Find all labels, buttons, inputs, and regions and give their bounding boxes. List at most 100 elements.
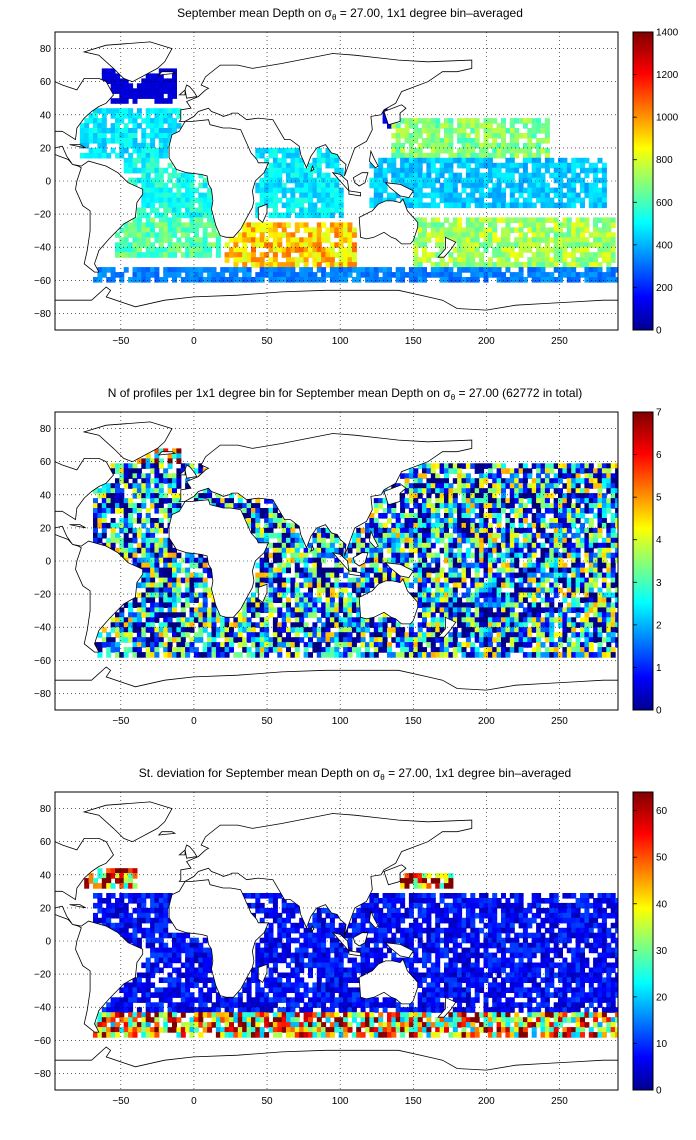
heatmap-cell [132, 162, 138, 169]
x-tick-label: 200 [478, 336, 495, 347]
heatmap-cell [452, 182, 458, 189]
heatmap-cell [501, 272, 506, 278]
heatmap-cell [531, 162, 537, 169]
heatmap-cell [549, 562, 555, 569]
heatmap-cell [580, 177, 585, 184]
heatmap-cell [158, 237, 164, 243]
heatmap-cell [378, 632, 384, 638]
heatmap-cell [154, 197, 160, 204]
heatmap-cell [487, 597, 493, 603]
colorbar-tick-label: 1200 [656, 70, 679, 81]
heatmap-cell [417, 463, 423, 469]
heatmap-cell [544, 118, 550, 124]
heatmap-cell [505, 147, 511, 154]
heatmap-cell [207, 187, 213, 194]
heatmap-cell [536, 172, 542, 179]
heatmap-cell [417, 577, 423, 584]
heatmap-cell [615, 513, 618, 519]
heatmap-cell [106, 68, 112, 74]
heatmap-cell [141, 632, 147, 638]
heatmap-cell [93, 527, 98, 534]
heatmap-cell [172, 272, 177, 278]
heatmap-cell [176, 272, 182, 278]
heatmap-cell [465, 247, 471, 253]
heatmap-cell [391, 142, 397, 149]
heatmap-cell [211, 498, 217, 504]
heatmap-cell [610, 627, 616, 633]
heatmap-cell [580, 202, 585, 209]
heatmap-cell [150, 478, 156, 484]
heatmap-cell [593, 272, 599, 278]
heatmap-cell [391, 572, 397, 579]
heatmap-cell [518, 547, 524, 554]
heatmap-cell [198, 242, 204, 248]
heatmap-cell [514, 252, 520, 258]
heatmap-cell [365, 587, 370, 594]
heatmap-cell [435, 463, 441, 469]
heatmap-cell [474, 552, 480, 559]
heatmap-cell [496, 272, 502, 278]
heatmap-cell [369, 547, 375, 554]
heatmap-cell [281, 152, 287, 159]
heatmap-cell [430, 217, 436, 223]
heatmap-cell [119, 118, 125, 124]
heatmap-cell [316, 557, 322, 564]
heatmap-cell [136, 167, 142, 174]
heatmap-cell [588, 532, 594, 539]
heatmap-cell [479, 182, 485, 189]
heatmap-cell [509, 272, 515, 278]
heatmap-cell [413, 123, 419, 129]
heatmap-cell [308, 167, 313, 174]
heatmap-cell [606, 587, 612, 594]
heatmap-cell [558, 473, 563, 479]
heatmap-cell [145, 133, 151, 139]
heatmap-cell [294, 222, 300, 228]
heatmap-cell [259, 582, 265, 589]
heatmap-cell [308, 612, 313, 618]
heatmap-cell [553, 222, 559, 228]
heatmap-cell [202, 597, 208, 603]
heatmap-cell [395, 277, 401, 283]
heatmap-cell [373, 522, 379, 529]
heatmap-cell [601, 552, 607, 559]
heatmap-cell [470, 552, 476, 559]
heatmap-cell [606, 542, 612, 549]
heatmap-cell [422, 227, 427, 233]
heatmap-cell [518, 577, 524, 584]
heatmap-cell [610, 493, 616, 499]
heatmap-cell [452, 498, 458, 504]
heatmap-cell [487, 627, 493, 633]
heatmap-cell [101, 488, 107, 494]
heatmap-cell [299, 177, 305, 184]
heatmap-cell [496, 142, 502, 149]
heatmap-cell [207, 498, 213, 504]
heatmap-cell [522, 527, 528, 534]
heatmap-cell [198, 468, 204, 474]
heatmap-cell [444, 587, 449, 594]
heatmap-cell [562, 257, 568, 263]
heatmap-cell [575, 197, 581, 204]
heatmap-cell [492, 138, 498, 144]
heatmap-cell [325, 632, 331, 638]
heatmap-cell [321, 552, 327, 559]
heatmap-cell [185, 602, 191, 608]
heatmap-cell [562, 508, 568, 514]
heatmap-cell [343, 272, 349, 278]
heatmap-cell [470, 257, 476, 263]
heatmap-cell [316, 532, 322, 539]
heatmap-cell [150, 88, 156, 94]
heatmap-cell [373, 177, 379, 184]
heatmap-cell [167, 113, 173, 119]
heatmap-cell [351, 257, 357, 263]
heatmap-cell [259, 622, 265, 628]
heatmap-cell [487, 118, 493, 124]
heatmap-cell [461, 277, 467, 283]
heatmap-cell [496, 567, 502, 574]
heatmap-cell [492, 197, 498, 204]
y-tick-label: 60 [40, 77, 52, 88]
heatmap-cell [501, 607, 506, 613]
heatmap-cell [422, 592, 427, 599]
heatmap-cell [110, 493, 116, 499]
heatmap-cell [575, 247, 581, 253]
